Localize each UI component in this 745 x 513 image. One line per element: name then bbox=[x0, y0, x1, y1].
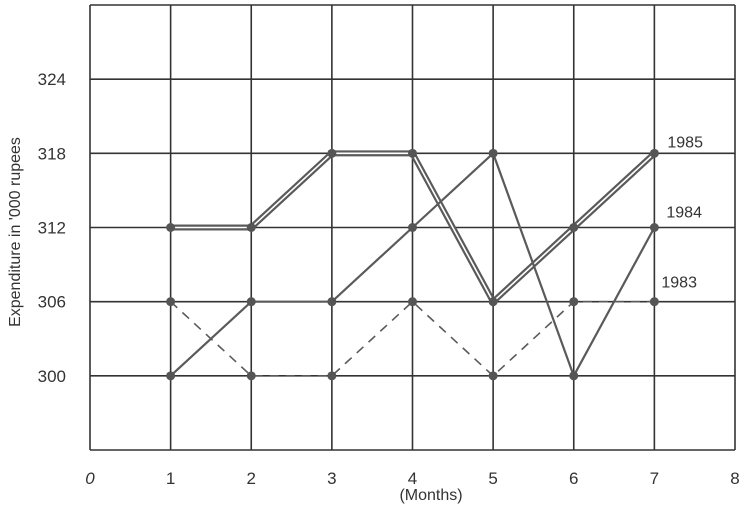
x-tick-label: 3 bbox=[327, 469, 336, 488]
x-tick-label: 4 bbox=[408, 469, 417, 488]
data-point bbox=[649, 297, 659, 307]
data-point bbox=[327, 371, 337, 381]
series-label-1984: 1984 bbox=[666, 205, 702, 222]
series-1984 bbox=[166, 148, 659, 381]
series-label-1985: 1985 bbox=[667, 134, 703, 151]
data-point bbox=[166, 297, 176, 307]
data-point bbox=[327, 148, 337, 158]
y-tick-label: 306 bbox=[38, 293, 66, 312]
y-tick-label: 312 bbox=[38, 219, 66, 238]
tick-labels: 0 1 2 3 4 5 6 7 8 300 306 312 318 324 bbox=[38, 70, 740, 488]
x-tick-label: 7 bbox=[650, 469, 659, 488]
data-point bbox=[488, 297, 498, 307]
x-tick-label: 1 bbox=[166, 469, 175, 488]
data-point bbox=[408, 297, 417, 307]
data-point bbox=[327, 297, 337, 307]
series-1983 bbox=[166, 297, 659, 381]
data-point bbox=[408, 223, 417, 232]
data-point bbox=[246, 223, 256, 232]
x-tick-label: 8 bbox=[730, 469, 739, 488]
x-axis-label: (Months) bbox=[399, 487, 462, 504]
series-labels: 1985 1984 1983 bbox=[661, 134, 703, 291]
data-point bbox=[408, 148, 417, 158]
x-tick-label: 6 bbox=[569, 469, 578, 488]
x-tick-label: 0 bbox=[85, 469, 95, 488]
data-point bbox=[569, 223, 579, 232]
y-tick-label: 300 bbox=[38, 367, 66, 386]
y-axis-label: Expenditure in '000 rupees bbox=[7, 137, 24, 327]
x-tick-label: 2 bbox=[247, 469, 256, 488]
data-point bbox=[649, 148, 659, 158]
data-point bbox=[166, 371, 176, 381]
data-point bbox=[649, 223, 659, 232]
data-point bbox=[488, 148, 498, 158]
data-point bbox=[569, 371, 579, 381]
data-point bbox=[488, 371, 498, 381]
y-tick-label: 324 bbox=[38, 70, 66, 89]
series-label-1983: 1983 bbox=[661, 275, 697, 292]
y-tick-label: 318 bbox=[38, 144, 66, 163]
data-point bbox=[246, 371, 256, 381]
x-tick-label: 5 bbox=[488, 469, 497, 488]
series-group bbox=[166, 148, 659, 381]
data-point bbox=[246, 297, 256, 307]
data-point bbox=[166, 223, 176, 232]
series-1985 bbox=[166, 148, 659, 307]
data-point bbox=[569, 297, 579, 307]
